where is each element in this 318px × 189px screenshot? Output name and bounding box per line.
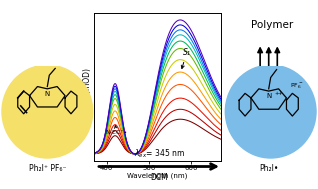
Text: Ph₂I•: Ph₂I• bbox=[259, 164, 278, 173]
Ellipse shape bbox=[2, 65, 93, 158]
Text: ++: ++ bbox=[275, 91, 283, 96]
Text: Polymer: Polymer bbox=[251, 20, 293, 29]
Text: $\lambda_{ex}$= 345 nm: $\lambda_{ex}$= 345 nm bbox=[134, 148, 184, 160]
Text: N: N bbox=[45, 91, 50, 97]
Text: DCM: DCM bbox=[150, 173, 168, 182]
Text: Ph₂I⁺ PF₆⁻: Ph₂I⁺ PF₆⁻ bbox=[29, 164, 66, 173]
Text: N-EC⁺•: N-EC⁺• bbox=[106, 126, 128, 135]
X-axis label: Wavelength (nm): Wavelength (nm) bbox=[127, 172, 188, 179]
Y-axis label: ΔA (mOD): ΔA (mOD) bbox=[83, 68, 93, 106]
Text: N: N bbox=[266, 93, 271, 99]
Text: S₁: S₁ bbox=[181, 48, 191, 69]
Ellipse shape bbox=[225, 65, 316, 158]
Text: PF$_6^-$: PF$_6^-$ bbox=[290, 82, 304, 91]
